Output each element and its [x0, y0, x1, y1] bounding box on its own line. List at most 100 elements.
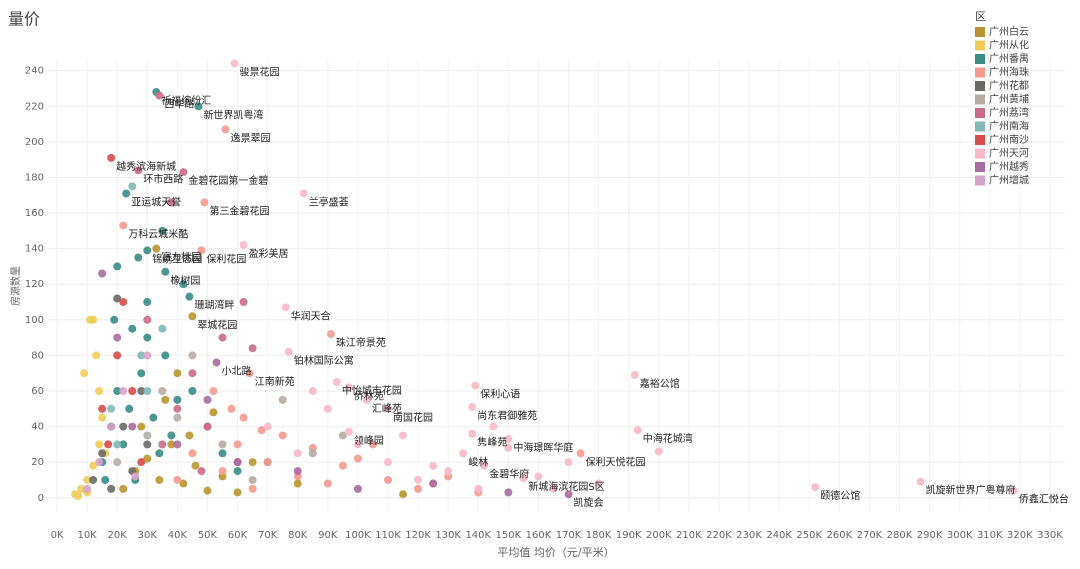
point [194, 102, 203, 111]
point [137, 458, 146, 467]
point [95, 458, 104, 467]
point-label: 颐德公馆 [820, 489, 860, 502]
point [278, 395, 287, 404]
point [122, 189, 131, 198]
point [89, 475, 98, 484]
point [197, 246, 206, 255]
point [110, 315, 119, 324]
x-tick-label: 270K [857, 530, 883, 541]
point [134, 253, 143, 262]
point [504, 443, 513, 452]
point [212, 358, 221, 367]
point [128, 182, 137, 191]
point-label: 锦绣生态园 [152, 252, 202, 265]
point [77, 484, 86, 493]
point [143, 431, 152, 440]
point-label: 万科云城米酷 [128, 227, 188, 240]
point [98, 413, 107, 422]
x-tick-label: 20K [108, 530, 128, 541]
y-tick-label: 180 [25, 172, 44, 183]
y-tick-label: 80 [31, 350, 44, 361]
x-tick-label: 50K [198, 530, 218, 541]
legend-label: 广州番禺 [989, 53, 1029, 65]
point-label: 江南新苑 [255, 375, 295, 388]
point [308, 449, 317, 458]
x-tick-label: 60K [228, 530, 248, 541]
point-label: 隽峰苑 [477, 436, 507, 449]
point [245, 369, 254, 378]
point [248, 484, 257, 493]
point-label: 嘉裕公馆 [640, 377, 680, 390]
point [119, 484, 128, 493]
point-label: 翠城花园 [197, 318, 237, 331]
point-label: 兰亭盛荟 [309, 195, 349, 208]
point [119, 298, 128, 307]
point-label: 峻林 [468, 455, 488, 468]
point [233, 488, 242, 497]
point [137, 386, 146, 395]
point [257, 426, 266, 435]
point [95, 440, 104, 449]
point [188, 449, 197, 458]
y-tick-label: 200 [25, 137, 44, 148]
point [239, 413, 248, 422]
point [143, 315, 152, 324]
point-label: 西华路 [164, 98, 194, 111]
point [188, 369, 197, 378]
point [263, 422, 272, 431]
x-tick-label: 190K [616, 530, 642, 541]
legend-swatch [975, 94, 985, 105]
point [155, 91, 164, 100]
x-tick-label: 230K [736, 530, 762, 541]
point [239, 298, 248, 307]
point [474, 484, 483, 493]
point [468, 403, 477, 412]
point [368, 440, 377, 449]
legend-title: 区 [975, 10, 986, 23]
point [131, 472, 140, 481]
point [916, 477, 925, 486]
legend-swatch [975, 121, 985, 132]
legend-swatch [975, 40, 985, 51]
point [576, 449, 585, 458]
point-label: 尚东君御雅苑 [477, 409, 537, 422]
point [519, 474, 528, 483]
point [414, 475, 423, 484]
x-tick-label: 240K [766, 530, 792, 541]
point [74, 491, 83, 500]
point [248, 475, 257, 484]
point [293, 449, 302, 458]
point [534, 472, 543, 481]
points [71, 59, 1018, 500]
x-tick-label: 160K [526, 530, 552, 541]
point [113, 262, 122, 271]
x-tick-label: 180K [586, 530, 612, 541]
point [353, 454, 362, 463]
point [143, 298, 152, 307]
point [158, 440, 167, 449]
point [353, 484, 362, 493]
point-label: 凯旋会 [574, 496, 604, 509]
point-label: 保利天悦花园 [586, 455, 646, 468]
point [104, 440, 113, 449]
point [173, 395, 182, 404]
legend-swatch [975, 81, 985, 91]
point [459, 449, 468, 458]
point [384, 475, 393, 484]
point [197, 467, 206, 476]
point [281, 303, 290, 312]
x-tick-label: 220K [706, 530, 732, 541]
legend-swatch [975, 108, 985, 118]
point-label: 领峰园 [354, 434, 384, 447]
point [284, 347, 293, 356]
point [344, 383, 353, 392]
x-tick-label: 70K [258, 530, 278, 541]
x-tick-label: 80K [288, 530, 308, 541]
point [161, 395, 170, 404]
point-label: 小北路 [221, 365, 251, 378]
point [338, 431, 347, 440]
point [200, 198, 209, 207]
point [230, 59, 239, 68]
legend-label: 广州南海 [989, 120, 1029, 133]
point [227, 404, 236, 413]
